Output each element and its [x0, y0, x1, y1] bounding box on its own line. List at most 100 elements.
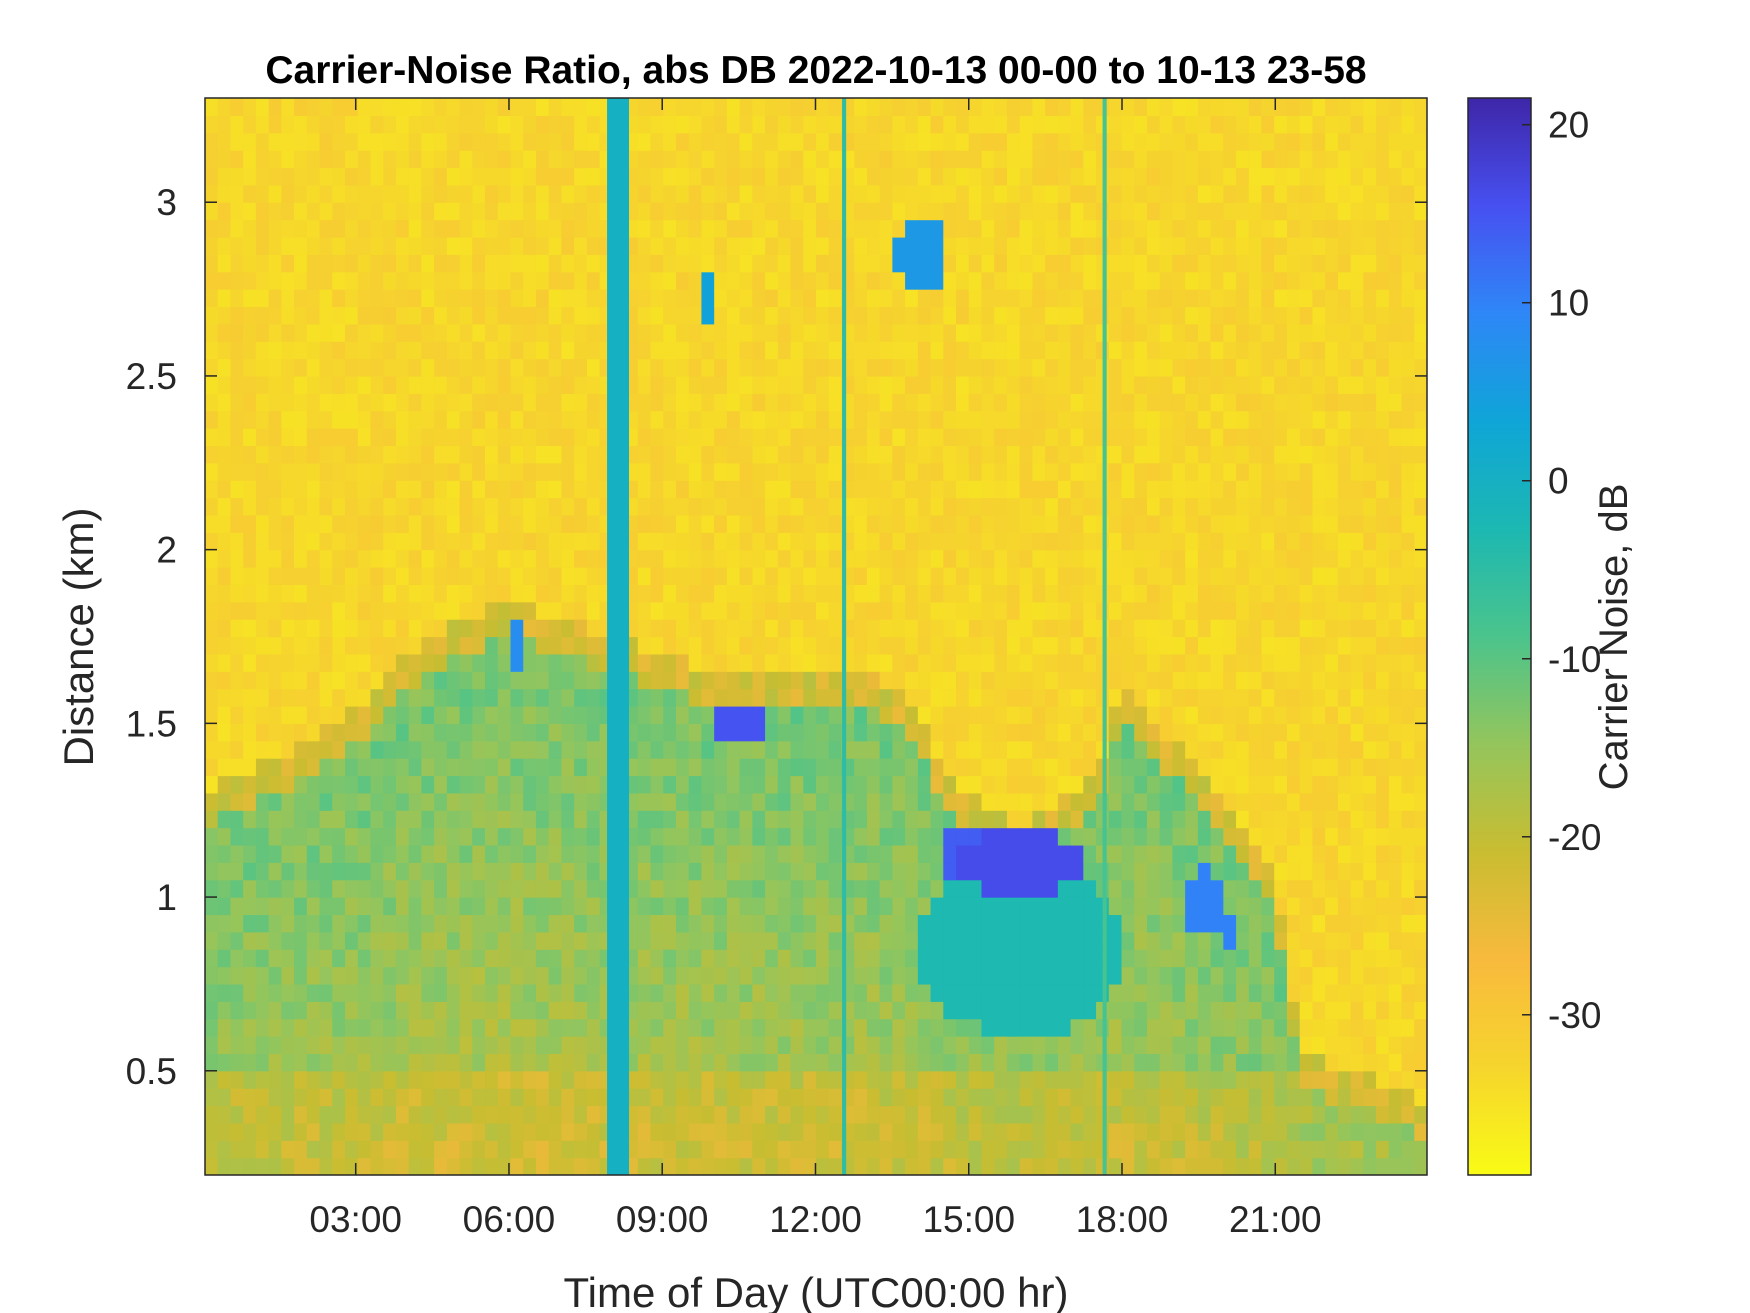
heatmap-cell [497, 1088, 512, 1107]
heatmap-cell [446, 1018, 461, 1037]
heatmap-cell [803, 393, 817, 412]
heatmap-cell [1108, 636, 1123, 655]
heatmap-cell [803, 115, 817, 134]
heatmap-cell [383, 688, 397, 707]
heatmap-cell [1134, 1140, 1148, 1159]
heatmap-cell [306, 1122, 321, 1141]
heatmap-cell [383, 636, 397, 655]
heatmap-cell [306, 219, 321, 238]
heatmap-cell [472, 497, 486, 516]
heatmap-cell [675, 428, 690, 447]
heatmap-cell [255, 219, 270, 238]
heatmap-cell [1108, 567, 1123, 585]
heatmap-cell [663, 862, 677, 881]
heatmap-cell [1070, 410, 1084, 429]
heatmap-cell [663, 584, 677, 603]
heatmap-cell [1108, 184, 1123, 203]
heatmap-cell [485, 445, 499, 464]
heatmap-cell [650, 167, 664, 186]
heatmap-cell [395, 497, 410, 516]
heatmap-cell [1083, 567, 1097, 585]
heatmap-cell [217, 723, 232, 742]
heatmap-cell [370, 150, 384, 169]
heatmap-cell [714, 740, 728, 759]
heatmap-cell [701, 584, 715, 603]
heatmap-cell [1134, 1018, 1148, 1037]
heatmap-cell [866, 393, 881, 412]
heatmap-cell [688, 1157, 703, 1175]
heatmap-cell [879, 184, 893, 203]
heatmap-cell [663, 914, 677, 933]
heatmap-cell [650, 1001, 664, 1020]
heatmap-cell [816, 636, 830, 655]
heatmap-cell [510, 150, 524, 169]
heatmap-cell [1057, 1001, 1072, 1020]
heatmap-cell [790, 289, 804, 308]
heatmap-cell [1108, 792, 1123, 811]
heatmap-cell [1108, 1001, 1123, 1020]
heatmap-cell [523, 775, 537, 794]
heatmap-cell [981, 323, 995, 342]
heatmap-cell [446, 132, 461, 151]
heatmap-cell [395, 705, 410, 724]
heatmap-cell [217, 619, 232, 638]
heatmap-cell [637, 202, 652, 221]
heatmap-cell [497, 653, 512, 672]
heatmap-cell [1210, 236, 1224, 255]
heatmap-cell [1057, 897, 1072, 916]
heatmap-cell [650, 705, 664, 724]
heatmap-cell [497, 254, 512, 273]
heatmap-cell [879, 584, 893, 603]
heatmap-cell [459, 254, 473, 273]
heatmap-cell [930, 705, 944, 724]
heatmap-cell [561, 601, 575, 620]
heatmap-cell [688, 584, 703, 603]
heatmap-cell [905, 375, 919, 394]
heatmap-cell [675, 358, 690, 377]
heatmap-cell [1223, 844, 1237, 863]
heatmap-cell [688, 375, 703, 394]
heatmap-cell [917, 688, 932, 707]
heatmap-cell [561, 983, 575, 1002]
heatmap-cell [1210, 879, 1224, 898]
heatmap-cell [854, 375, 868, 394]
heatmap-cell [1146, 445, 1161, 464]
heatmap-cell [230, 671, 244, 690]
heatmap-cell [1083, 98, 1097, 116]
heatmap-cell [434, 358, 448, 377]
heatmap-cell [459, 1001, 473, 1020]
heatmap-cell [383, 810, 397, 829]
heatmap-cell [243, 306, 257, 325]
heatmap-cell [994, 1105, 1008, 1124]
heatmap-cell [357, 375, 372, 394]
heatmap-cell [548, 1140, 563, 1159]
heatmap-cell [1070, 775, 1084, 794]
heatmap-cell [574, 931, 588, 950]
heatmap-cell [243, 167, 257, 186]
heatmap-cell [968, 966, 983, 985]
heatmap-cell [765, 931, 779, 950]
heatmap-cell [268, 150, 282, 169]
heatmap-cell [535, 289, 550, 308]
heatmap-cell [765, 810, 779, 829]
heatmap-cell [879, 497, 893, 516]
heatmap-cell [1172, 1070, 1186, 1089]
heatmap-cell [765, 792, 779, 811]
heatmap-cell [981, 1053, 995, 1072]
heatmap-cell [803, 219, 817, 238]
heatmap-cell [854, 775, 868, 794]
heatmap-cell [739, 671, 753, 690]
heatmap-cell [383, 1036, 397, 1054]
heatmap-cell [1197, 236, 1212, 255]
heatmap-cell [357, 636, 372, 655]
heatmap-cell [1197, 601, 1212, 620]
heatmap-cell [1223, 1053, 1237, 1072]
heatmap-cell [1083, 462, 1097, 481]
heatmap-cell [917, 514, 932, 533]
heatmap-cell [1006, 1122, 1021, 1141]
heatmap-cell [205, 219, 219, 238]
heatmap-cell [446, 740, 461, 759]
heatmap-cell [1121, 98, 1135, 116]
heatmap-cell [1185, 1001, 1199, 1020]
heatmap-cell [497, 1140, 512, 1159]
